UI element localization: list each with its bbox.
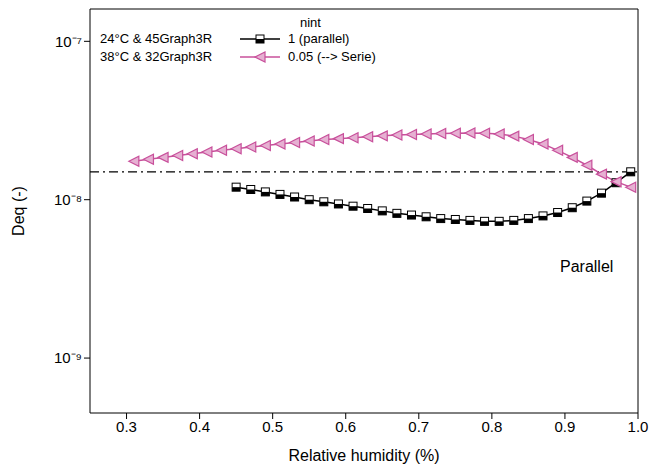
svg-text:Deq (-): Deq (-) bbox=[10, 186, 27, 236]
html-text:24°C & 45Graph3R: 24°C & 45Graph3R bbox=[100, 31, 213, 46]
svg-text:0.7: 0.7 bbox=[408, 418, 429, 435]
svg-text:10⁻⁹: 10⁻⁹ bbox=[54, 349, 82, 366]
html-text:nint: nint bbox=[300, 15, 321, 30]
html-text:38°C & 32Graph3R: 38°C & 32Graph3R bbox=[100, 49, 213, 64]
svg-text:0.3: 0.3 bbox=[116, 418, 137, 435]
svg-text:0.4: 0.4 bbox=[189, 418, 210, 435]
html-text:1 (parallel): 1 (parallel) bbox=[288, 31, 350, 46]
svg-text:0.5: 0.5 bbox=[262, 418, 283, 435]
svg-text:10⁻⁸: 10⁻⁸ bbox=[54, 191, 82, 208]
svg-text:0.8: 0.8 bbox=[481, 418, 502, 435]
svg-text:0.6: 0.6 bbox=[335, 418, 356, 435]
html-text:Parallel: Parallel bbox=[560, 258, 614, 275]
html-text:0.05 (--> Serie): 0.05 (--> Serie) bbox=[288, 49, 376, 64]
svg-text:0.9: 0.9 bbox=[555, 418, 576, 435]
svg-text:1.0: 1.0 bbox=[628, 418, 649, 435]
svg-text:10⁻⁷: 10⁻⁷ bbox=[55, 33, 82, 50]
svg-text:Relative humidity (%): Relative humidity (%) bbox=[288, 447, 439, 464]
